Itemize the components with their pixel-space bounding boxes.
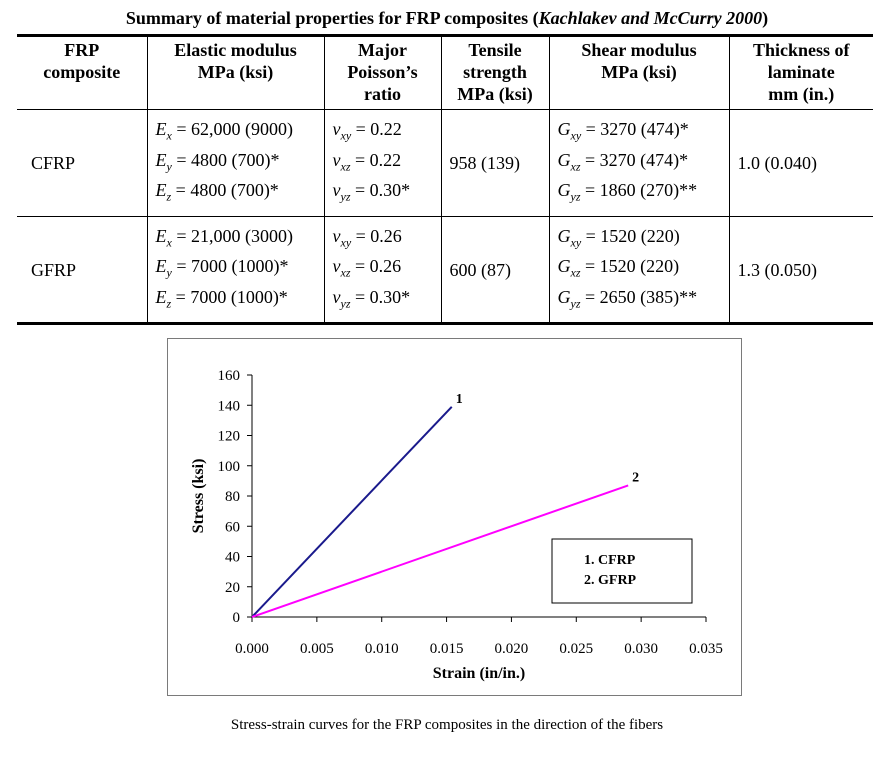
x-tick-label: 0.025 [559,641,593,657]
elastic-modulus-cell: Ex = 62,000 (9000) Ey = 4800 (700)* Ez = 4… [146,109,324,217]
tensile-strength-cell: 958 (139) [440,109,549,217]
table-title-close: ) [762,8,769,28]
header-shear-modulus: Shear modulus MPa (ksi) [548,35,729,110]
table-row: GFRP Ex = 21,000 (3000) Ey = 7000 (1000)* E… [17,216,873,325]
poisson-ratio-cell-line: νxz = 0.22 [332,149,402,174]
y-axis-title: Stress (ksi) [190,459,207,534]
series-line-2 [251,484,629,618]
stress-strain-chart: 0 20 40 60 80 100 120 140 160 0.000 0.005 0.010 0.01… [190,368,723,682]
x-tick-label: 0.030 [624,641,658,657]
shear-modulus-cell-line: Gxy = 3270 (474)* [557,119,689,143]
shear-modulus-cell: Gxy = 3270 (474)* Gxz = 3270 (474)* Gyz = … [548,109,729,217]
elastic-modulus-cell-line: Ez = 4800 (700)* [155,180,279,204]
y-tick-label: 0 [233,610,241,626]
table-title-citation: Kachlakev and McCurry 2000 [538,8,763,28]
shear-modulus-cell-line: Gxz = 1520 (220) [557,256,680,280]
header-tensile-strength: Tensile strength MPa (ksi) [440,35,549,110]
elastic-modulus-cell-line: Ez = 7000 (1000)* [155,286,288,311]
poisson-ratio-cell-line: νyz = 0.30* [332,180,411,204]
table-row: CFRP Ex = 62,000 (9000) Ey = 4800 (700)* Ez… [17,109,873,217]
series-end-label: 1 [456,392,463,407]
legend-entry: 1. CFRP [584,553,636,568]
x-tick-label: 0.015 [430,641,464,657]
shear-modulus-cell-line: Gyz = 1860 (270)** [557,180,698,204]
x-tick-label: 0.000 [235,641,269,657]
poisson-ratio-cell: νxy = 0.26 νxz = 0.26 νyz = 0.30* [323,216,441,325]
y-tick-label: 140 [218,398,241,414]
poisson-ratio-cell-line: νxy = 0.22 [332,119,402,143]
shear-modulus-cell: Gxy = 1520 (220) Gxz = 1520 (220) Gyz = 26… [548,216,729,325]
y-tick-label: 40 [225,550,240,566]
x-tick-label: 0.035 [689,641,723,657]
y-tick-label: 100 [218,459,241,475]
laminate-thickness-cell: 1.0 (0.040) [728,109,873,217]
elastic-modulus-cell: Ex = 21,000 (3000) Ey = 7000 (1000)* Ez = … [146,216,324,325]
series-end-label: 2 [632,470,639,485]
x-tick-label: 0.020 [495,641,529,657]
x-tick-label: 0.005 [300,641,334,657]
laminate-thickness-cell: 1.3 (0.050) [728,216,873,325]
material-properties-table: FRP composite Elastic modulus MPa (ksi) Ma… [17,34,873,325]
elastic-modulus-cell-line: Ex = 62,000 (9000) [155,119,293,143]
tensile-strength-cell: 600 (87) [440,216,549,325]
x-tick-label: 0.010 [365,641,399,657]
stress-strain-chart-frame: 0 20 40 60 80 100 120 140 160 0.000 0.005 0.010 0.01… [167,338,742,696]
figure-caption: Stress-strain curves for the FRP composi… [230,717,664,733]
chart-legend [551,538,693,604]
poisson-ratio-cell-line: νyz = 0.30* [332,286,411,311]
legend-entry: 2. GFRP [584,573,637,588]
table-title-main: Summary of material properties for FRP c… [125,8,539,28]
poisson-ratio-cell-line: νxy = 0.26 [332,225,402,250]
elastic-modulus-cell-line: Ey = 4800 (700)* [155,149,280,174]
y-tick-label: 120 [218,429,241,445]
composite-name-cell: GFRP [17,216,147,325]
shear-modulus-cell-line: Gyz = 2650 (385)** [557,286,698,311]
elastic-modulus-cell-line: Ey = 7000 (1000)* [155,256,289,280]
header-laminate-thickness: Thickness of laminate mm (in.) [728,35,873,110]
composite-name-cell: CFRP [17,109,147,217]
shear-modulus-cell-line: Gxy = 1520 (220) [557,225,680,250]
table-header-row: FRP composite Elastic modulus MPa (ksi) Ma… [17,35,873,110]
header-elastic-modulus: Elastic modulus MPa (ksi) [146,35,324,110]
elastic-modulus-cell-line: Ex = 21,000 (3000) [155,225,293,250]
y-tick-label: 60 [225,519,240,535]
y-tick-label: 160 [218,368,241,384]
series-line-1 [251,406,453,618]
y-tick-label: 80 [225,489,240,505]
header-frp-composite: FRP composite [17,35,147,110]
header-poisson-ratio: Major Poisson’s ratio [323,35,441,110]
table-title: Summary of material properties for FRP c… [0,8,894,29]
y-tick-label: 20 [225,580,240,596]
poisson-ratio-cell-line: νxz = 0.26 [332,256,402,280]
shear-modulus-cell-line: Gxz = 3270 (474)* [557,149,689,174]
x-axis-title: Strain (in/in.) [433,665,525,682]
poisson-ratio-cell: νxy = 0.22 νxz = 0.22 νyz = 0.30* [323,109,441,217]
